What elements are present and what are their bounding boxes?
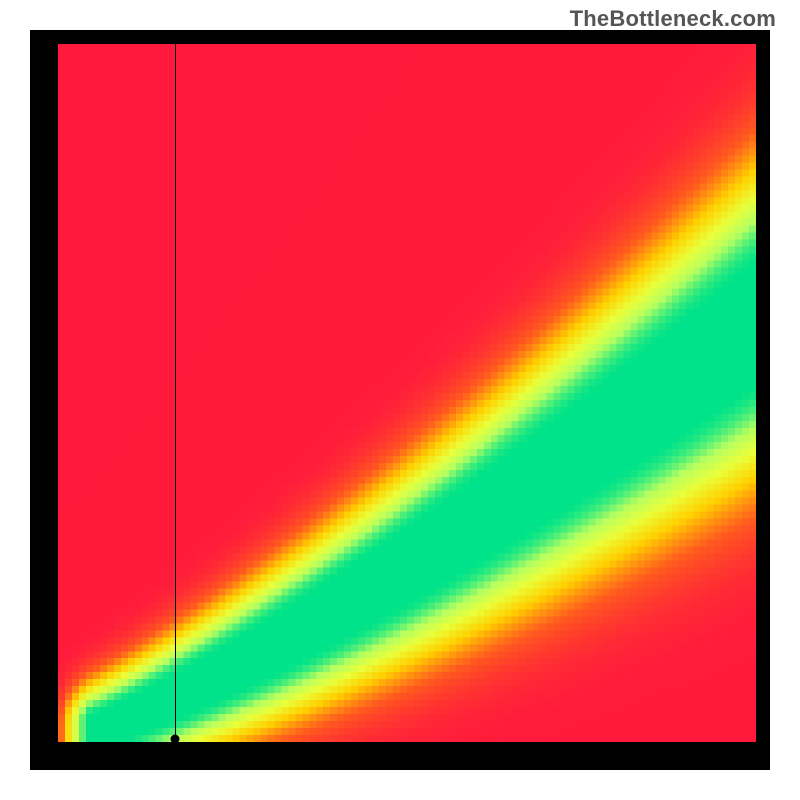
crosshair-vertical-line [175,44,176,742]
chart-container: TheBottleneck.com [0,0,800,800]
crosshair-marker-dot [171,735,180,744]
watermark-text: TheBottleneck.com [570,6,776,32]
plot-frame [30,30,770,770]
plot-area [58,44,756,742]
bottleneck-heatmap [58,44,756,742]
